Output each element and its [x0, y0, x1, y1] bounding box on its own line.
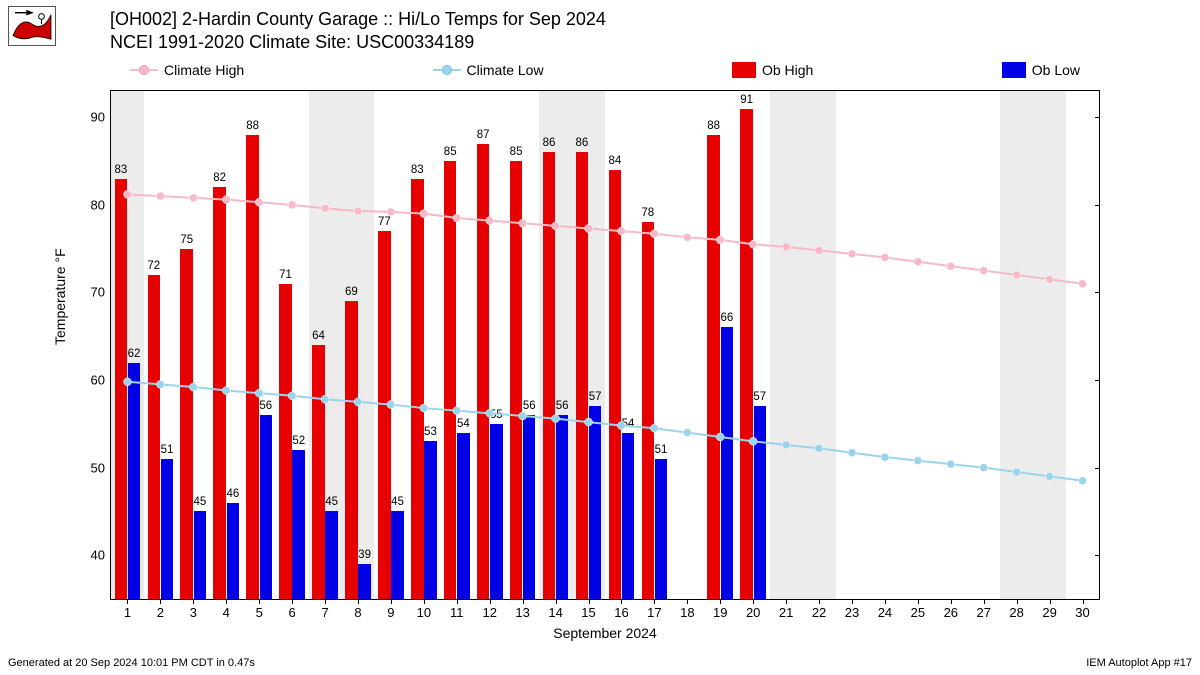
footer-app: IEM Autoplot App #17 — [1086, 657, 1192, 669]
climate-high-marker — [980, 267, 988, 275]
climate-low-marker — [980, 464, 988, 472]
climate-low-marker — [189, 383, 197, 391]
climate-high-line — [127, 194, 1082, 283]
climate-high-marker — [1046, 275, 1054, 283]
climate-high-marker — [486, 217, 494, 225]
plot-area: September 2024 4050607080901234567891011… — [110, 90, 1100, 600]
climate-low-marker — [716, 433, 724, 441]
legend-label: Ob High — [762, 62, 813, 78]
chart-title: [OH002] 2-Hardin County Garage :: Hi/Lo … — [110, 8, 606, 55]
climate-high-marker — [683, 233, 691, 241]
legend-ob-low: Ob Low — [1002, 62, 1080, 78]
climate-high-marker — [552, 222, 560, 230]
climate-low-marker — [683, 429, 691, 437]
climate-low-marker — [519, 412, 527, 420]
climate-low-marker — [1079, 477, 1087, 485]
climate-high-marker — [1013, 271, 1021, 279]
climate-low-marker — [123, 378, 131, 386]
climate-high-marker — [255, 198, 263, 206]
climate-high-marker — [585, 225, 593, 233]
climate-high-marker — [519, 219, 527, 227]
climate-low-marker — [222, 387, 230, 395]
legend-climate-high: Climate High — [130, 62, 244, 78]
climate-high-marker — [420, 210, 428, 218]
climate-high-marker — [453, 214, 461, 222]
climate-high-marker — [716, 236, 724, 244]
y-tick: 50 — [75, 460, 111, 475]
climate-high-marker — [815, 246, 823, 254]
climate-low-marker — [749, 437, 757, 445]
y-tick: 90 — [75, 110, 111, 125]
legend-label: Climate Low — [467, 62, 544, 78]
climate-high-marker — [650, 230, 658, 238]
legend-label: Ob Low — [1032, 62, 1080, 78]
y-tick: 40 — [75, 548, 111, 563]
climate-low-marker — [848, 449, 856, 457]
y-tick: 60 — [75, 373, 111, 388]
x-axis-label: September 2024 — [553, 599, 657, 641]
climate-high-marker — [914, 258, 922, 266]
climate-high-marker — [123, 190, 131, 198]
title-line-2: NCEI 1991-2020 Climate Site: USC00334189 — [110, 31, 606, 54]
climate-low-marker — [255, 389, 263, 397]
climate-low-marker — [387, 401, 395, 409]
climate-low-marker — [1013, 468, 1021, 476]
climate-lines — [111, 91, 1099, 599]
title-line-1: [OH002] 2-Hardin County Garage :: Hi/Lo … — [110, 8, 606, 31]
y-tick: 80 — [75, 197, 111, 212]
climate-high-marker — [848, 250, 856, 258]
climate-high-marker — [156, 192, 164, 200]
climate-low-marker — [1046, 472, 1054, 480]
climate-high-marker — [881, 253, 889, 261]
iem-logo — [8, 6, 56, 46]
climate-low-marker — [156, 380, 164, 388]
climate-low-marker — [947, 460, 955, 468]
climate-low-marker — [815, 444, 823, 452]
climate-high-marker — [222, 196, 230, 204]
climate-low-marker — [914, 457, 922, 465]
climate-low-marker — [420, 404, 428, 412]
climate-low-marker — [782, 441, 790, 449]
climate-low-marker — [288, 392, 296, 400]
climate-high-marker — [288, 201, 296, 209]
climate-high-marker — [387, 208, 395, 216]
climate-low-marker — [486, 409, 494, 417]
climate-high-marker — [189, 194, 197, 202]
climate-low-marker — [650, 424, 658, 432]
legend-ob-high: Ob High — [732, 62, 813, 78]
climate-low-marker — [617, 422, 625, 430]
y-tick: 70 — [75, 285, 111, 300]
climate-low-line — [127, 382, 1082, 481]
climate-low-marker — [881, 453, 889, 461]
climate-high-marker — [354, 207, 362, 215]
climate-low-marker — [453, 407, 461, 415]
climate-low-marker — [321, 395, 329, 403]
climate-high-marker — [321, 204, 329, 212]
y-axis-label: Temperature °F — [52, 248, 68, 345]
climate-high-marker — [947, 262, 955, 270]
legend-climate-low: Climate Low — [433, 62, 544, 78]
climate-low-marker — [585, 418, 593, 426]
climate-high-marker — [749, 240, 757, 248]
legend: Climate High Climate Low Ob High Ob Low — [130, 62, 1080, 78]
climate-high-marker — [782, 243, 790, 251]
climate-high-marker — [1079, 280, 1087, 288]
climate-high-marker — [617, 227, 625, 235]
climate-low-marker — [552, 415, 560, 423]
legend-label: Climate High — [164, 62, 244, 78]
climate-low-marker — [354, 398, 362, 406]
footer-generated: Generated at 20 Sep 2024 10:01 PM CDT in… — [8, 657, 255, 669]
